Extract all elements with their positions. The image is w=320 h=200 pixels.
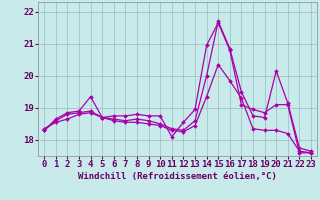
- X-axis label: Windchill (Refroidissement éolien,°C): Windchill (Refroidissement éolien,°C): [78, 172, 277, 181]
